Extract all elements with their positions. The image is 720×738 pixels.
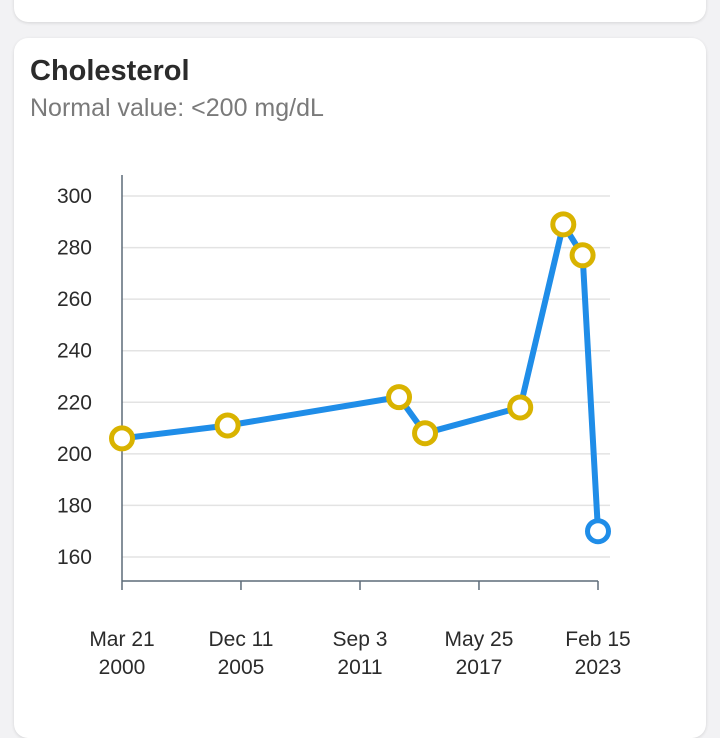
y-tick-label-260: 260 bbox=[57, 288, 92, 311]
data-point-4 bbox=[507, 394, 534, 421]
data-point-3 bbox=[412, 420, 439, 447]
x-tick-label-4-line2: 2023 bbox=[575, 656, 622, 679]
x-tick-label-2-line1: Sep 3 bbox=[333, 628, 388, 651]
y-tick-label-300: 300 bbox=[57, 185, 92, 208]
x-tick-label-1-line2: 2005 bbox=[218, 656, 265, 679]
y-tick-label-200: 200 bbox=[57, 443, 92, 466]
data-point-7 bbox=[585, 518, 611, 545]
x-tick-label-4-line1: Feb 15 bbox=[565, 628, 630, 651]
series-line-0 bbox=[119, 221, 601, 535]
chart-subtitle: Normal value: <200 mg/dL bbox=[30, 94, 324, 122]
x-tick-label-0-line2: 2000 bbox=[99, 656, 146, 679]
cholesterol-chart: 160 180 200 220 240 260 280 300 Mar 21 2000 Dec 11… bbox=[57, 175, 631, 679]
y-tick-label-240: 240 bbox=[57, 340, 92, 363]
data-point-0 bbox=[109, 425, 135, 452]
x-tick-label-3-line2: 2017 bbox=[456, 656, 503, 679]
y-tick-label-280: 280 bbox=[57, 237, 92, 260]
data-point-2 bbox=[386, 384, 413, 411]
x-tick-label-3-line1: May 25 bbox=[445, 628, 514, 651]
x-tick-label-0-line1: Mar 21 bbox=[89, 628, 154, 651]
previous-card bbox=[14, 0, 706, 22]
y-tick-label-160: 160 bbox=[57, 546, 92, 569]
y-tick-label-180: 180 bbox=[57, 494, 92, 517]
chart-title: Cholesterol bbox=[30, 55, 190, 87]
data-point-1 bbox=[214, 412, 241, 439]
x-tick-label-2-line2: 2011 bbox=[337, 656, 382, 679]
data-point-5 bbox=[550, 211, 577, 238]
data-point-6 bbox=[569, 242, 596, 269]
y-tick-label-220: 220 bbox=[57, 391, 92, 414]
x-tick-label-1-line1: Dec 11 bbox=[208, 628, 273, 651]
